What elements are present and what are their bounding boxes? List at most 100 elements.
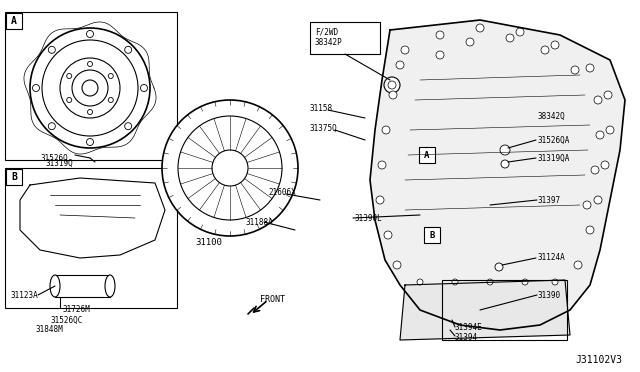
Circle shape [67,97,72,103]
Bar [5,168,177,308]
Circle shape [388,81,396,89]
Circle shape [431,304,439,312]
Circle shape [552,279,558,285]
Text: 21606X: 21606X [268,187,296,196]
Ellipse shape [105,275,115,297]
Circle shape [436,31,444,39]
Circle shape [526,311,534,319]
FancyBboxPatch shape [6,169,22,185]
Circle shape [378,161,386,169]
Circle shape [384,231,392,239]
Circle shape [48,123,55,130]
Circle shape [178,116,282,220]
Circle shape [594,196,602,204]
Circle shape [382,126,390,134]
Circle shape [417,279,423,285]
Bar [5,12,177,160]
Circle shape [461,316,469,324]
Circle shape [125,46,132,53]
Circle shape [67,74,72,78]
Polygon shape [370,20,625,330]
Polygon shape [400,280,570,340]
Text: 31390: 31390 [538,291,561,299]
Circle shape [33,84,40,92]
Circle shape [551,41,559,49]
Circle shape [466,38,474,46]
Text: 31123A: 31123A [10,291,38,299]
Text: 31848M: 31848M [35,326,63,334]
Text: F/2WD: F/2WD [315,28,338,36]
Circle shape [48,46,55,53]
FancyBboxPatch shape [424,227,440,243]
Text: 31726M: 31726M [62,305,90,314]
Circle shape [591,166,599,174]
Text: 38342Q: 38342Q [538,112,566,121]
Circle shape [108,97,113,103]
Text: 31526QA: 31526QA [538,135,570,144]
Circle shape [384,77,400,93]
Text: 31375Q: 31375Q [310,124,338,132]
Circle shape [411,286,419,294]
Circle shape [401,46,409,54]
Circle shape [86,138,93,145]
Text: A: A [11,16,17,26]
Circle shape [586,64,594,72]
Text: 38342P: 38342P [315,38,343,46]
Circle shape [88,61,93,67]
Circle shape [596,131,604,139]
Circle shape [125,123,132,130]
Circle shape [516,28,524,36]
Circle shape [436,51,444,59]
FancyBboxPatch shape [6,13,22,29]
Circle shape [522,279,528,285]
Circle shape [108,74,113,78]
Circle shape [487,279,493,285]
Circle shape [506,34,514,42]
Text: B: B [429,231,435,240]
Circle shape [389,91,397,99]
Text: 31397: 31397 [538,196,561,205]
Circle shape [501,160,509,168]
Text: 31124A: 31124A [538,253,566,263]
Circle shape [606,126,614,134]
Text: 31526QC: 31526QC [50,315,83,324]
Circle shape [554,291,562,299]
Text: 31319Q: 31319Q [45,158,73,167]
Circle shape [162,100,298,236]
Text: 31394E: 31394E [455,324,483,333]
Text: 31390L: 31390L [355,214,383,222]
Bar [442,280,567,340]
Circle shape [88,109,93,115]
Circle shape [393,261,401,269]
Circle shape [583,201,591,209]
Text: 31188A: 31188A [246,218,274,227]
Text: 31526Q: 31526Q [40,154,68,163]
Circle shape [212,150,248,186]
Text: 31100: 31100 [195,237,222,247]
Circle shape [571,66,579,74]
Bar [55,275,110,297]
Circle shape [574,261,582,269]
Bar [310,22,380,54]
Circle shape [496,321,504,329]
Circle shape [500,145,510,155]
Circle shape [586,226,594,234]
Circle shape [604,91,612,99]
Circle shape [541,46,549,54]
Circle shape [601,161,609,169]
Text: J31102V3: J31102V3 [575,355,622,365]
Text: 31158: 31158 [310,103,333,112]
Text: B: B [11,172,17,182]
FancyBboxPatch shape [419,147,435,163]
Text: 31394: 31394 [455,334,478,343]
Circle shape [141,84,147,92]
Circle shape [476,24,484,32]
Circle shape [495,263,503,271]
Circle shape [452,279,458,285]
Ellipse shape [50,275,60,297]
Circle shape [594,96,602,104]
Circle shape [376,196,384,204]
Circle shape [86,31,93,38]
Text: 31319QA: 31319QA [538,154,570,163]
Text: FRONT: FRONT [260,295,285,305]
